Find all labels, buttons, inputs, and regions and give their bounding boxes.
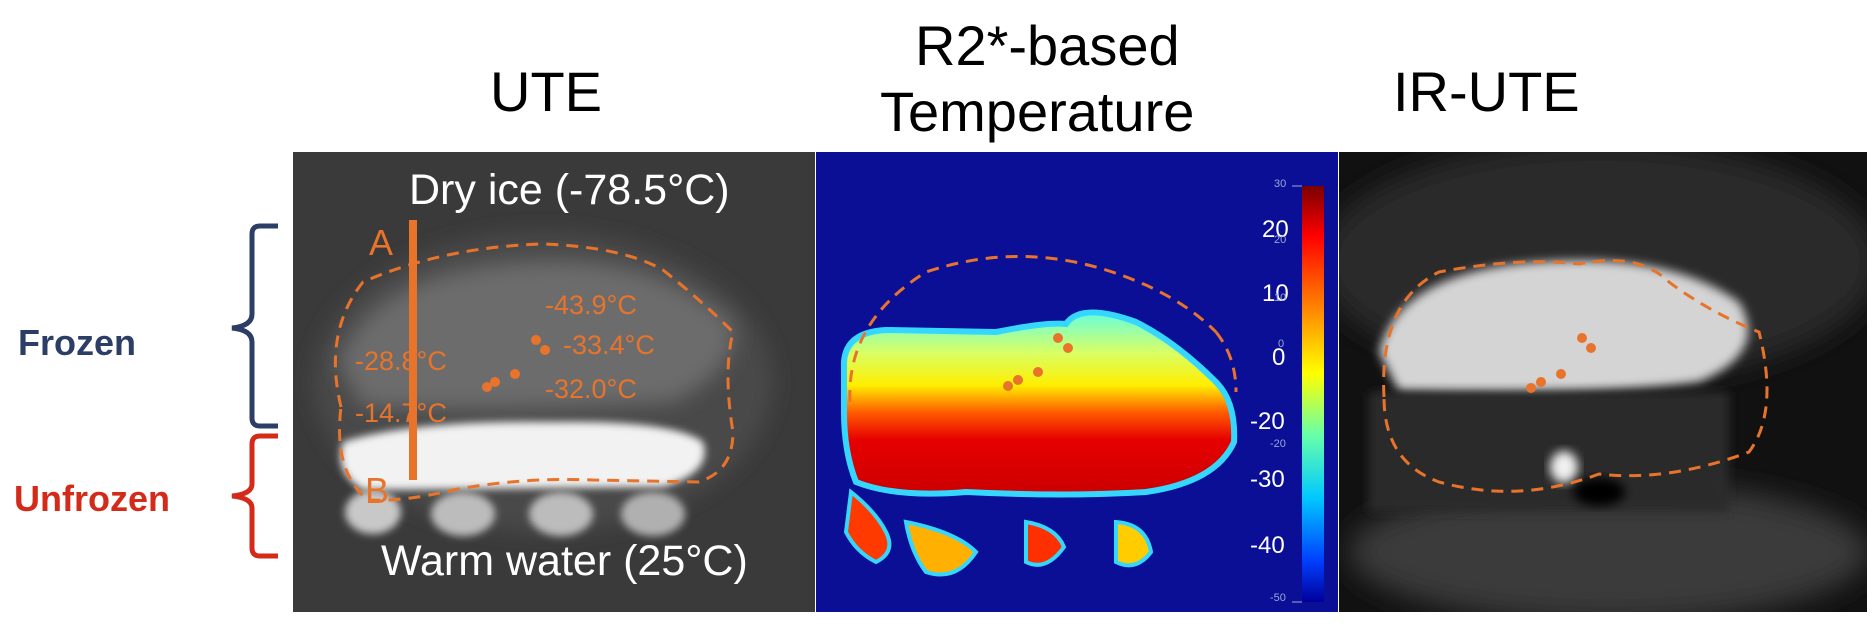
warm-water-label: Warm water (25°C)	[381, 537, 748, 585]
temperature-label: -28.8°C	[355, 346, 447, 376]
r2-title-line1: R2*-based	[915, 14, 1180, 77]
colorbar-minor-tick: -50	[1270, 592, 1286, 604]
colorbar-tick: -40	[1250, 532, 1285, 559]
r2-temperature-map	[816, 152, 1338, 612]
line-label-b: B	[365, 470, 390, 511]
dry-ice-label: Dry ice (-78.5°C)	[409, 166, 730, 214]
colorbar-tick: -30	[1250, 466, 1285, 493]
ute-title: UTE	[490, 60, 602, 123]
ute-image-panel: Dry ice (-78.5°C) Warm water (25°C) A B …	[293, 152, 815, 612]
colorbar-tick: 10	[1262, 280, 1289, 307]
irute-image-panel	[1339, 152, 1867, 612]
colorbar-tick: -20	[1250, 408, 1285, 435]
temperature-label: -14.7°C	[355, 398, 447, 428]
colorbar-minor-tick: 30	[1274, 178, 1287, 190]
colorbar-tick: 0	[1272, 344, 1286, 371]
colorbar-minor-tick: -20	[1270, 438, 1286, 450]
r2-title-line2: Temperature	[880, 80, 1195, 143]
temperature-label: -32.0°C	[545, 374, 637, 404]
line-label-a: A	[369, 222, 394, 263]
irute-title: IR-UTE	[1393, 60, 1580, 123]
temperature-label: -33.4°C	[563, 330, 655, 360]
unfrozen-brace	[231, 433, 278, 559]
irute-image	[1339, 152, 1867, 612]
ute-image	[293, 152, 815, 612]
colorbar-minor-tick: 20	[1274, 234, 1287, 246]
colorbar-minor-tick: 10	[1274, 292, 1287, 304]
colorbar-tick: 20	[1262, 216, 1289, 243]
temperature-label: -43.9°C	[545, 290, 637, 320]
frozen-label: Frozen	[18, 322, 137, 363]
colorbar-minor-tick: 0	[1278, 338, 1285, 350]
unfrozen-label: Unfrozen	[14, 478, 170, 519]
frozen-brace	[231, 223, 278, 429]
r2-temperature-panel: 20 10 0 -20 -30 -40 30 20 10 0 -20 -50	[816, 152, 1338, 612]
